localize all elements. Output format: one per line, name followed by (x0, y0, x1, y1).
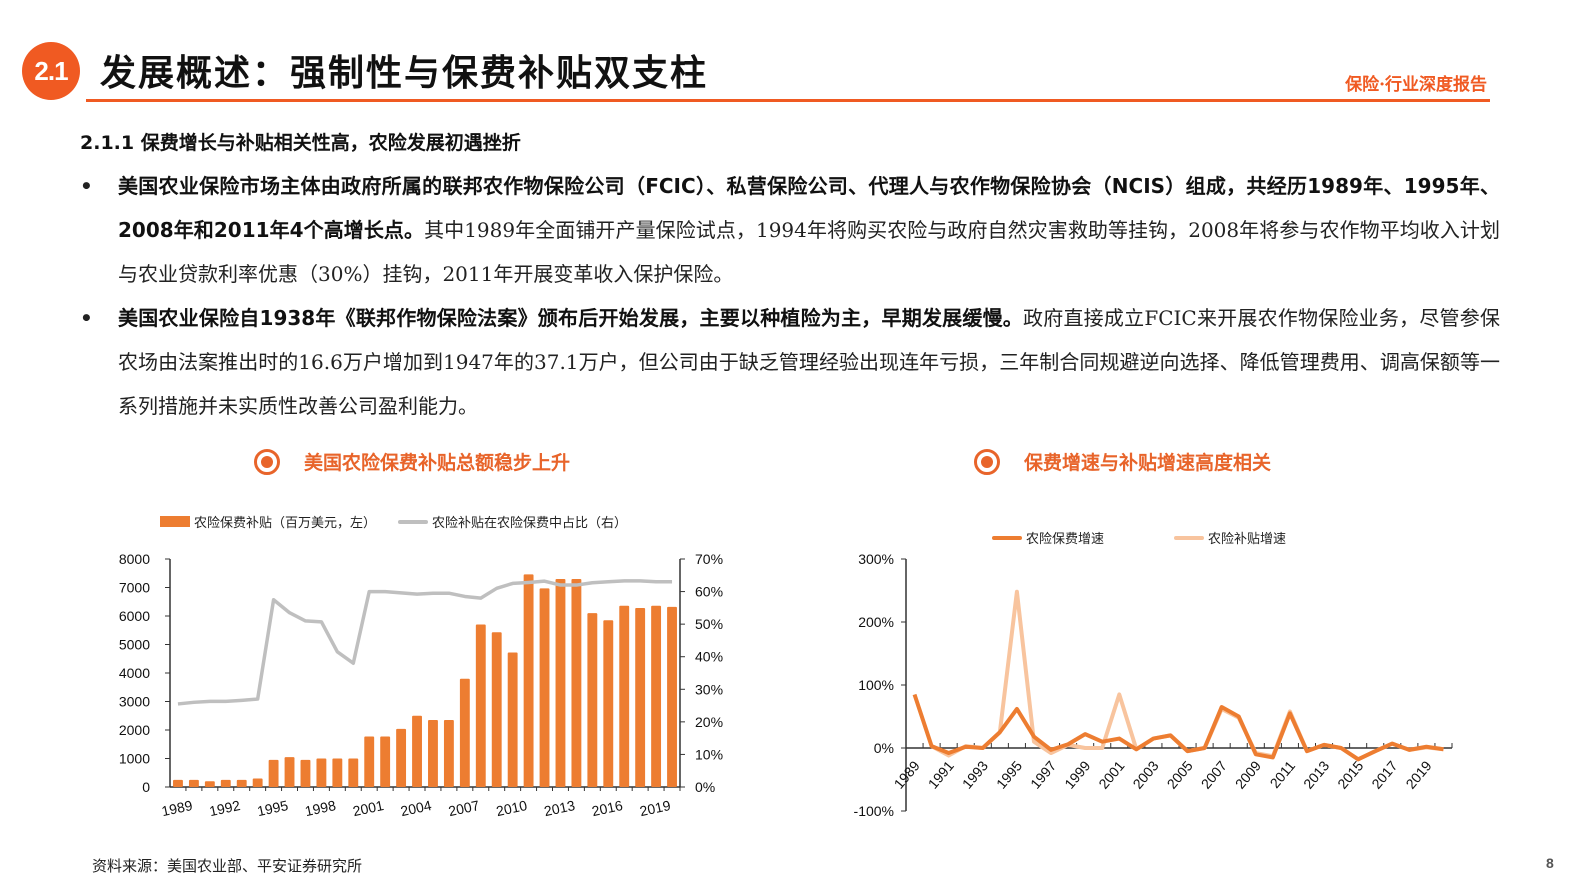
svg-text:2007: 2007 (1198, 757, 1230, 791)
growth-line-chart: -100% 0% 100% 200% 300% 1989 1991 1993 1995 1997 1… (854, 551, 1453, 819)
bullet-paragraph-2: • 美国农业保险自1938年《联邦作物保险法案》颁布后开始发展，主要以种植险为主… (80, 296, 1500, 428)
svg-text:2009: 2009 (1232, 757, 1264, 791)
bullet-normal-text: 其中1989年全面铺开产量保险试点，1994年将购买农险与政府自然灾害救助等挂钩… (118, 218, 1500, 286)
legend-item-subsidy: 农险保费补贴（百万美元，左） (160, 512, 376, 531)
svg-text:7000: 7000 (119, 580, 150, 596)
svg-text:2019: 2019 (638, 797, 672, 819)
svg-text:5000: 5000 (119, 637, 150, 653)
bullet-bold-text: 美国农业保险自1938年《联邦作物保险法案》颁布后开始发展，主要以种植险为主，早… (118, 306, 1024, 330)
right-chart-title-text: 保费增速与补贴增速高度相关 (1024, 452, 1272, 474)
right-chart-title: 保费增速与补贴增速高度相关 (974, 448, 1271, 475)
svg-text:30%: 30% (695, 681, 723, 697)
svg-text:1997: 1997 (1027, 757, 1059, 791)
svg-text:1989: 1989 (160, 797, 194, 819)
svg-text:1999: 1999 (1061, 757, 1093, 791)
right-chart-legend: 农险保费增速 农险补贴增速 (992, 528, 1308, 547)
bullet-text: 美国农业保险市场主体由政府所属的联邦农作物保险公司（FCIC）、私营保险公司、代… (118, 164, 1500, 296)
svg-text:0%: 0% (695, 779, 715, 795)
svg-text:0%: 0% (874, 740, 894, 756)
target-icon (974, 448, 1000, 475)
svg-text:1993: 1993 (959, 757, 991, 791)
svg-text:2019: 2019 (1402, 757, 1434, 791)
legend-label: 农险保费补贴（百万美元，左） (194, 516, 377, 531)
target-icon (254, 448, 280, 475)
svg-text:2001: 2001 (1095, 757, 1127, 791)
svg-text:60%: 60% (695, 584, 723, 600)
report-tag: 保险·行业深度报告 (1345, 75, 1487, 95)
legend-item-ratio: 农险补贴在农险保费中占比（右） (398, 512, 627, 531)
svg-text:-100%: -100% (854, 803, 894, 819)
svg-text:1998: 1998 (303, 797, 337, 819)
svg-text:2015: 2015 (1334, 757, 1366, 791)
svg-text:6000: 6000 (119, 608, 150, 624)
svg-text:1989: 1989 (891, 757, 923, 791)
svg-text:100%: 100% (858, 677, 894, 693)
svg-text:2016: 2016 (590, 797, 624, 819)
svg-text:1995: 1995 (993, 757, 1025, 791)
legend-label: 农险补贴在农险保费中占比（右） (432, 516, 628, 531)
bullet-dot-icon: • (80, 306, 93, 330)
legend-line-swatch (992, 535, 1022, 540)
legend-line-swatch (398, 519, 429, 524)
section-subheading: 2.1.1 保费增长与补贴相关性高，农险发展初遇挫折 (80, 132, 521, 154)
legend-label: 农险保费增速 (1026, 532, 1105, 547)
svg-text:2011: 2011 (1267, 757, 1299, 791)
svg-text:200%: 200% (858, 614, 894, 630)
svg-text:8000: 8000 (119, 551, 150, 567)
legend-item-premium-growth: 农险保费增速 (992, 528, 1104, 547)
svg-text:2003: 2003 (1129, 757, 1161, 791)
svg-text:2004: 2004 (399, 797, 433, 819)
header-divider (86, 99, 1490, 102)
svg-text:3000: 3000 (119, 694, 150, 710)
svg-text:2013: 2013 (1300, 757, 1332, 791)
svg-text:2013: 2013 (543, 797, 577, 819)
svg-text:50%: 50% (695, 616, 723, 632)
bullet-dot-icon: • (80, 174, 93, 198)
bullet-text: 美国农业保险自1938年《联邦作物保险法案》颁布后开始发展，主要以种植险为主，早… (118, 296, 1500, 428)
svg-text:2017: 2017 (1368, 757, 1400, 791)
svg-text:1000: 1000 (119, 751, 150, 767)
legend-label: 农险补贴增速 (1208, 532, 1287, 547)
svg-text:1992: 1992 (208, 797, 242, 819)
svg-text:2010: 2010 (495, 797, 529, 819)
bullet-paragraph-1: • 美国农业保险市场主体由政府所属的联邦农作物保险公司（FCIC）、私营保险公司… (80, 164, 1500, 296)
left-chart-title: 美国农险保费补贴总额稳步上升 (254, 448, 570, 475)
svg-text:70%: 70% (695, 551, 723, 567)
legend-bar-swatch (160, 516, 190, 527)
legend-item-subsidy-growth: 农险补贴增速 (1174, 528, 1286, 547)
svg-text:10%: 10% (695, 746, 723, 762)
bullet-normal-text: 政府直接成立FCIC来开展农作物保险业务，尽管参保农场由法案推出时的16.6万户… (118, 306, 1500, 418)
source-note: 资料来源：美国农业部、平安证券研究所 (92, 857, 363, 875)
section-number-badge: 2.1 (22, 42, 80, 100)
svg-text:1991: 1991 (925, 757, 957, 791)
legend-line-swatch (1174, 535, 1205, 540)
svg-text:300%: 300% (858, 551, 894, 567)
subsidy-bar-chart: 0 1000 2000 3000 4000 5000 6000 7000 8000 0% 10% 20… (119, 551, 723, 819)
svg-text:20%: 20% (695, 714, 723, 730)
left-chart-legend: 农险保费补贴（百万美元，左） 农险补贴在农险保费中占比（右） (160, 512, 649, 531)
svg-text:2005: 2005 (1164, 757, 1196, 791)
svg-text:40%: 40% (695, 649, 723, 665)
svg-text:0: 0 (142, 779, 150, 795)
svg-text:2007: 2007 (447, 797, 481, 819)
svg-text:2001: 2001 (351, 797, 385, 819)
bullet-bold-text: 美国农业保险市场主体由政府所属的联邦农作物保险公司（FCIC）、私营保险公司、代… (118, 174, 1500, 242)
svg-text:1995: 1995 (256, 797, 290, 819)
svg-text:2000: 2000 (119, 722, 150, 738)
page-number: 8 (1546, 855, 1554, 871)
page-title: 发展概述：强制性与保费补贴双支柱 (100, 52, 709, 94)
svg-text:4000: 4000 (119, 665, 150, 681)
left-chart-title-text: 美国农险保费补贴总额稳步上升 (304, 452, 571, 474)
